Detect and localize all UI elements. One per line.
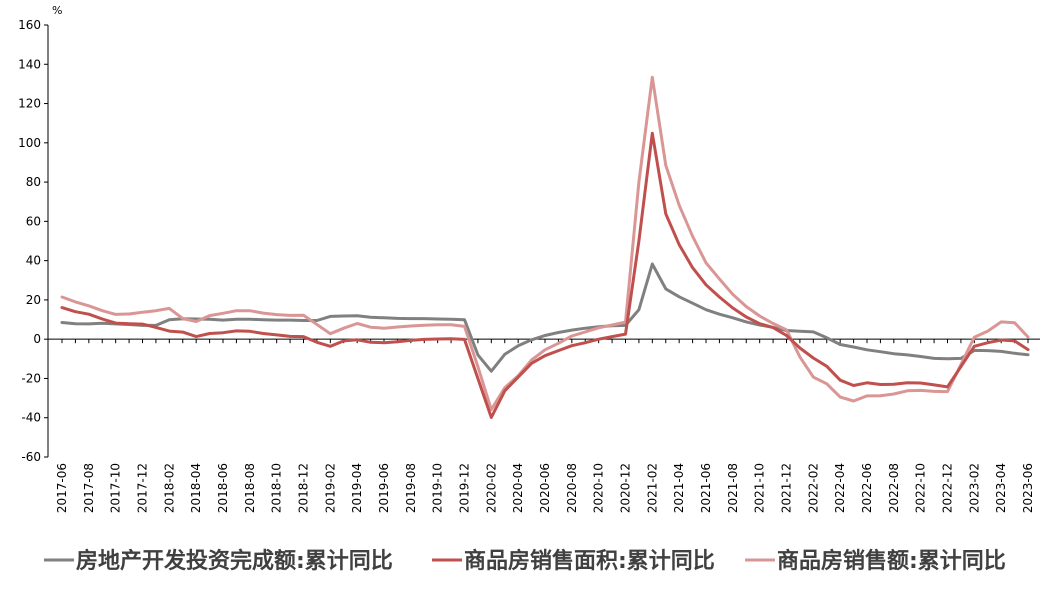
- y-tick-label: -60: [21, 450, 41, 464]
- x-tick-label: 2023-04: [994, 463, 1008, 513]
- x-tick-label: 2019-08: [404, 463, 418, 513]
- x-tick-label: 2017-10: [109, 463, 123, 513]
- x-tick-label: 2018-04: [189, 463, 203, 513]
- y-tick-label: 120: [18, 97, 41, 111]
- x-axis: 2017-06 2017-08 2017-10 2017-12 2018-02 2018-…: [48, 338, 1040, 513]
- x-tick-label: 2021-02: [645, 463, 659, 513]
- y-axis: 160 140 120 100 80 60 40 20 0 -20 -40 -60: [18, 18, 49, 464]
- x-tick-label: 2021-04: [672, 463, 686, 513]
- x-tick-label: 2022-12: [941, 463, 955, 513]
- x-tick-label: 2021-08: [726, 463, 740, 513]
- x-tick-label: 2021-12: [780, 463, 794, 513]
- y-tick-label: -40: [21, 411, 41, 425]
- x-tick-label: 2022-04: [833, 463, 847, 513]
- x-tick-label: 2023-06: [1021, 463, 1035, 513]
- x-tick-label: 2018-12: [297, 463, 311, 513]
- series-line-1: [60, 262, 1030, 373]
- x-tick-label: 2020-12: [619, 463, 633, 513]
- x-tick-label: 2018-08: [243, 463, 257, 513]
- y-tick-label: 0: [33, 332, 41, 346]
- x-tick-label: 2019-02: [323, 463, 337, 513]
- x-tick-label: 2022-10: [914, 463, 928, 513]
- legend-label-2: 商品房销售面积:累计同比: [464, 548, 715, 574]
- x-tick-label: 2020-04: [511, 463, 525, 513]
- y-tick-label: 100: [18, 136, 41, 150]
- x-tick-label: 2018-02: [162, 463, 176, 513]
- x-tick-label: 2019-12: [458, 463, 472, 513]
- x-tick-label: 2018-10: [270, 463, 284, 513]
- series-line-3: [60, 75, 1030, 412]
- x-tick-label: 2019-06: [377, 463, 391, 513]
- x-tick-label: 2022-02: [806, 463, 820, 513]
- y-tick-label: 60: [26, 214, 41, 228]
- y-axis-unit-label: %: [52, 4, 62, 17]
- legend: 房地产开发投资完成额:累计同比 商品房销售面积:累计同比 商品房销售额:累计同比: [44, 548, 1006, 574]
- y-tick-label: 40: [26, 254, 41, 268]
- x-tick-label: 2019-10: [431, 463, 445, 513]
- y-tick-label: 20: [26, 293, 41, 307]
- x-tick-label: 2019-04: [350, 463, 364, 513]
- legend-label-3: 商品房销售额:累计同比: [777, 548, 1006, 574]
- x-tick-label: 2017-08: [82, 463, 96, 513]
- x-tick-label: 2017-12: [136, 463, 150, 513]
- x-tick-label: 2020-06: [538, 463, 552, 513]
- x-tick-label: 2021-10: [753, 463, 767, 513]
- legend-label-1: 房地产开发投资完成额:累计同比: [76, 548, 393, 574]
- series-layer: [60, 75, 1030, 419]
- y-tick-label: 160: [18, 18, 41, 32]
- x-tick-label: 2017-06: [55, 463, 69, 513]
- y-tick-label: 140: [18, 57, 41, 71]
- y-tick-label: -20: [21, 371, 41, 385]
- x-tick-label: 2021-06: [699, 463, 713, 513]
- x-tick-label: 2022-06: [860, 463, 874, 513]
- y-tick-label: 80: [26, 175, 41, 189]
- x-tick-label: 2022-08: [887, 463, 901, 513]
- series-line-2: [60, 131, 1030, 419]
- x-tick-label: 2018-06: [216, 463, 230, 513]
- x-tick-label: 2020-02: [484, 463, 498, 513]
- x-tick-label: 2020-10: [592, 463, 606, 513]
- x-tick-label: 2023-02: [967, 463, 981, 513]
- x-tick-label: 2020-08: [565, 463, 579, 513]
